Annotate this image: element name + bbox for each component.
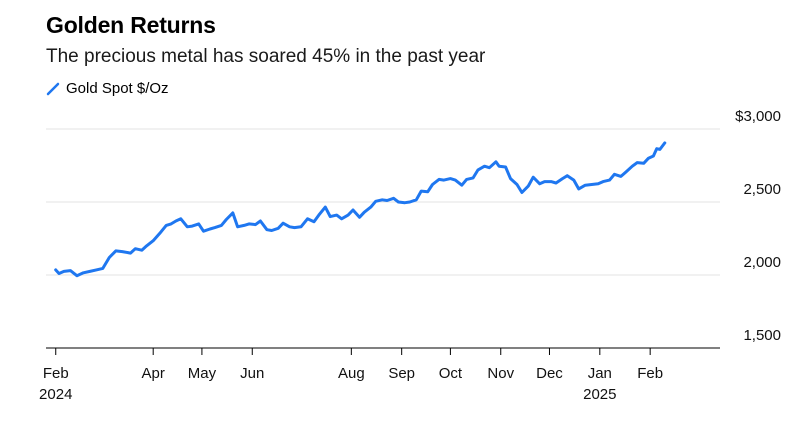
x-tick-label: Dec (536, 365, 563, 382)
x-tick-label: Jun (240, 365, 264, 382)
x-tick-label: Nov (487, 365, 514, 382)
x-tick-label: Jan (588, 365, 612, 382)
legend: Gold Spot $/Oz (46, 80, 169, 97)
x-tick-label: Oct (439, 365, 463, 382)
x-tick-label: May (188, 365, 217, 382)
x-tick-label: Sep (388, 365, 415, 382)
y-tick-label: 2,000 (743, 254, 781, 271)
x-tick-label: Feb (637, 365, 663, 382)
y-tick-label: $3,000 (735, 108, 781, 125)
x-tick-label: Aug (338, 365, 365, 382)
line-swatch-icon (46, 82, 60, 95)
x-tick-sublabel: 2024 (39, 386, 72, 403)
chart-title: Golden Returns (46, 12, 216, 38)
legend-label: Gold Spot $/Oz (66, 80, 169, 97)
y-tick-label: 2,500 (743, 181, 781, 198)
series-line-gold-spot (54, 141, 667, 278)
chart-subtitle: The precious metal has soared 45% in the… (46, 46, 486, 67)
x-tick-label: Apr (142, 365, 165, 382)
x-tick-sublabel: 2025 (583, 386, 616, 403)
y-tick-label: 1,500 (743, 327, 781, 344)
x-tick-label: Feb (43, 365, 69, 382)
